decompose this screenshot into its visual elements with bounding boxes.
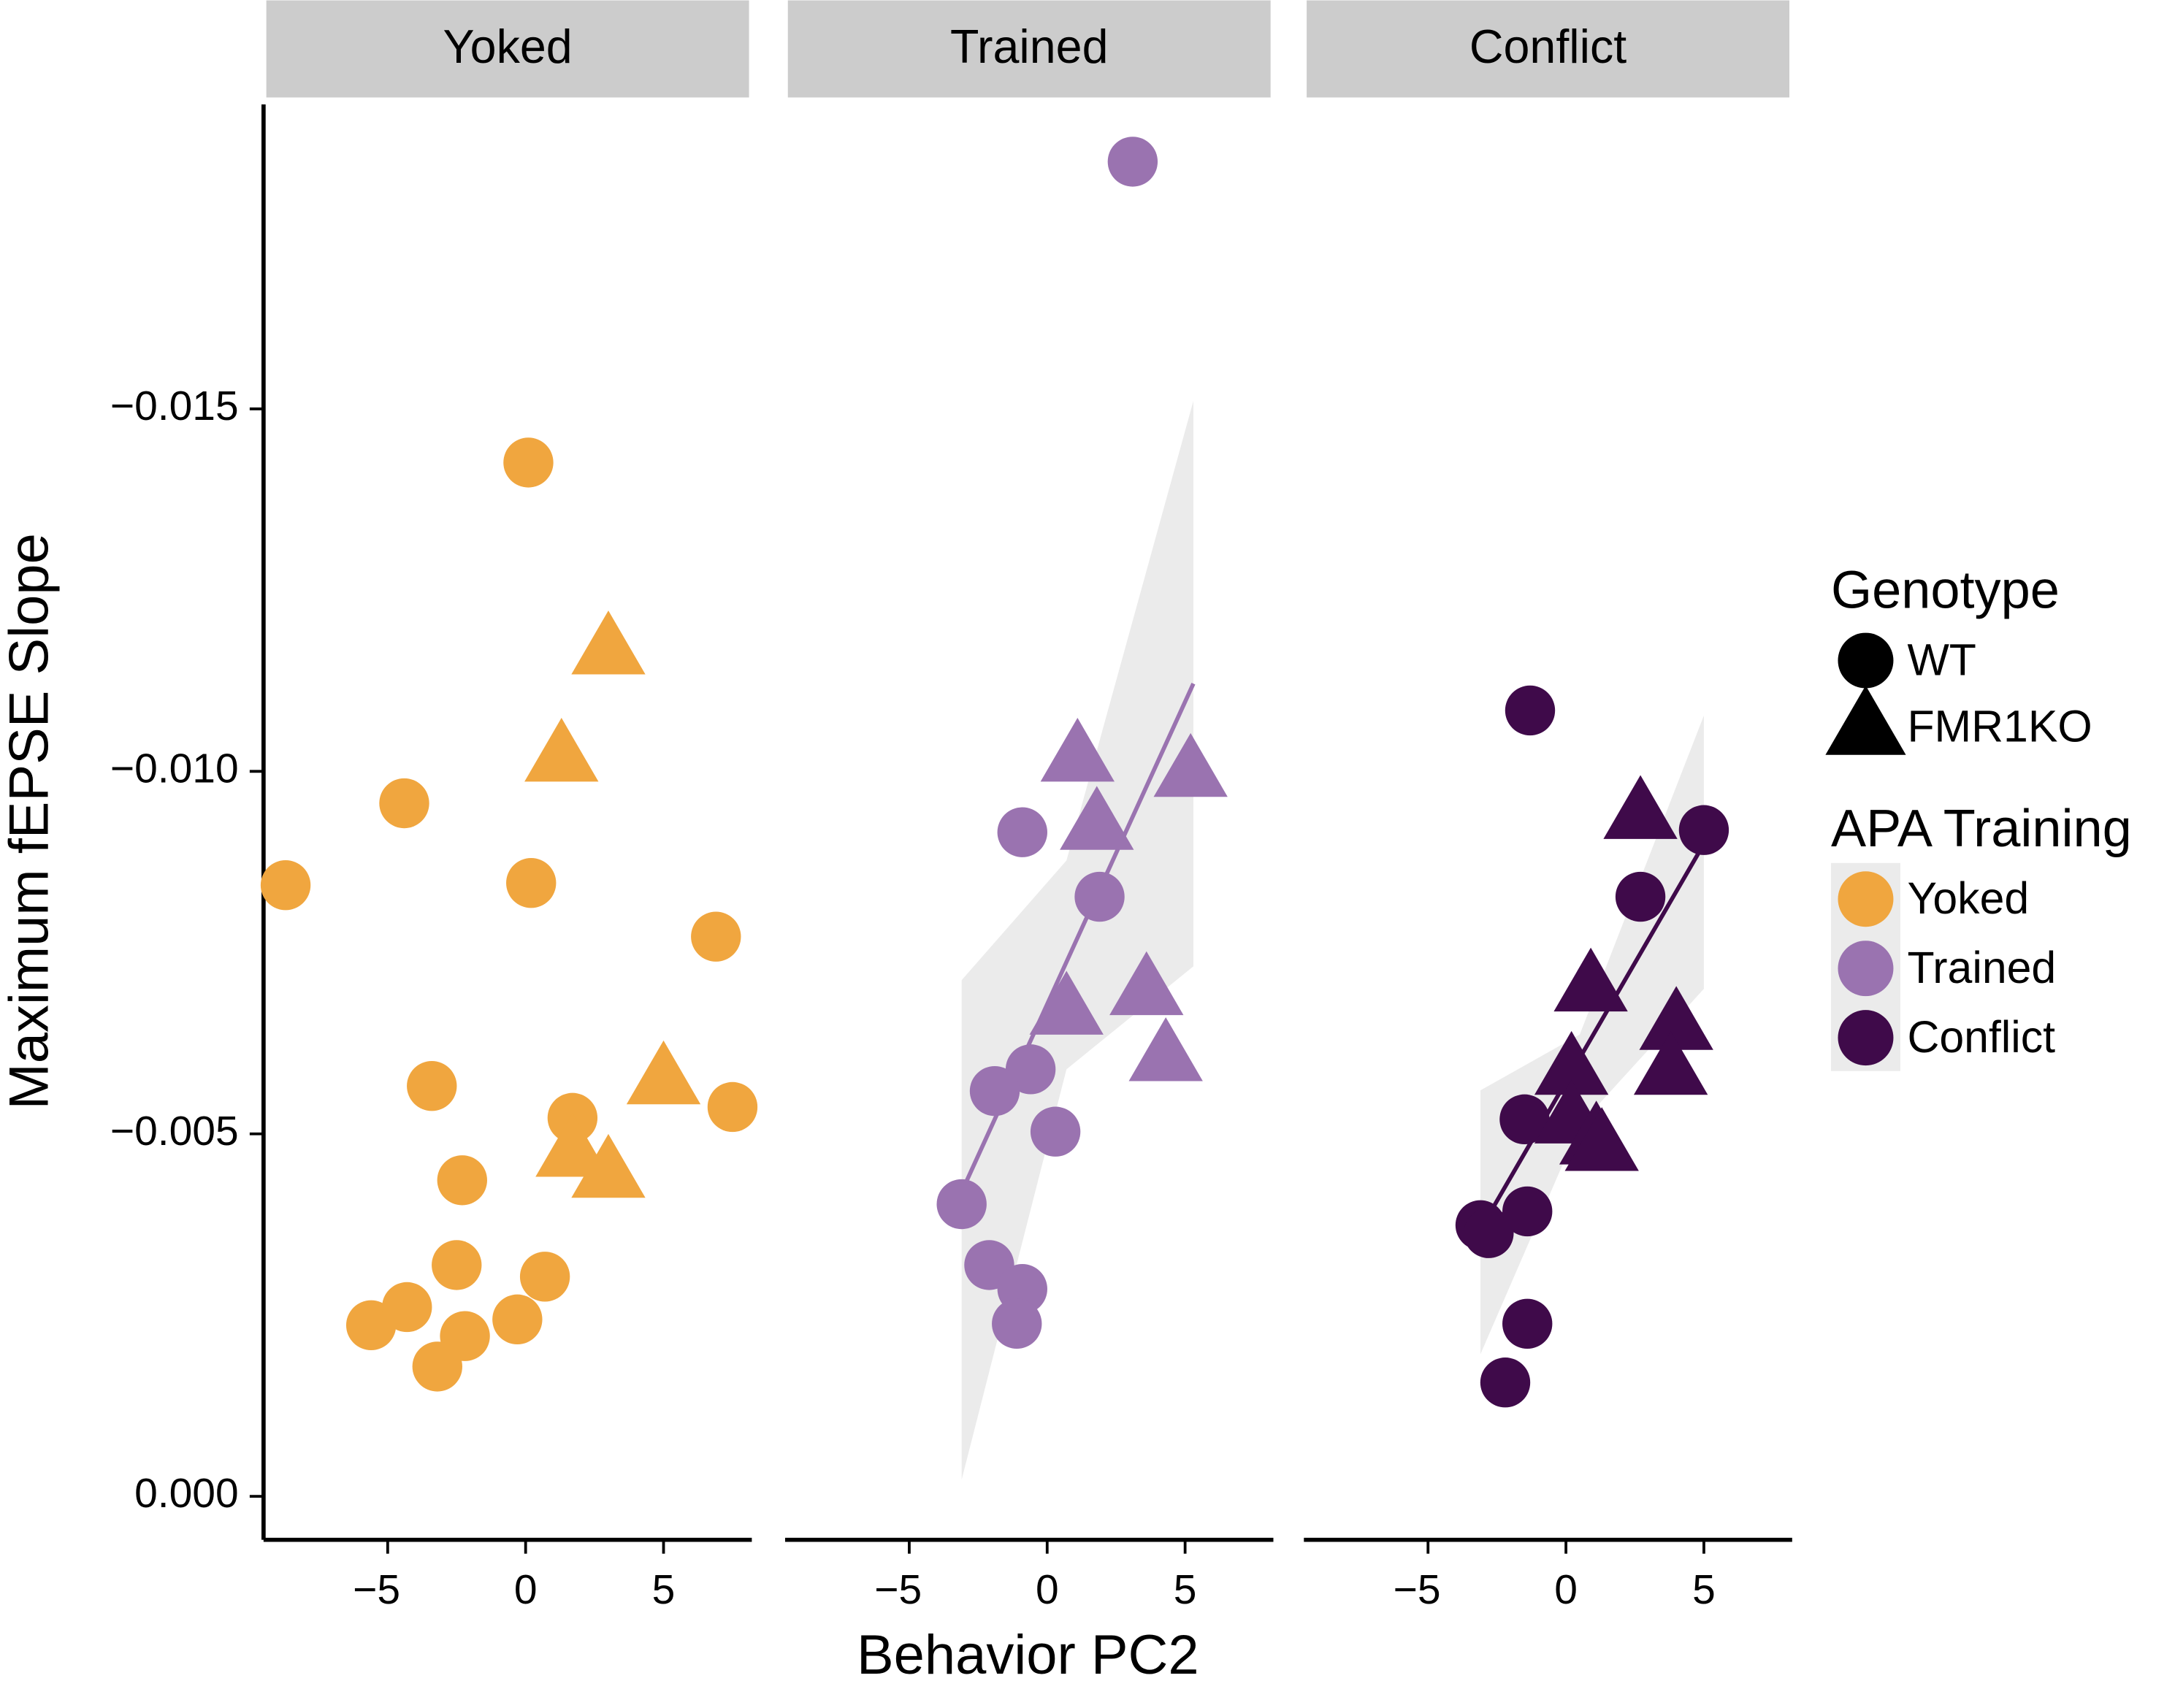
legend-label: FMR1KO xyxy=(1907,702,2092,751)
point xyxy=(691,911,741,962)
x-axis-title: Behavior PC2 xyxy=(857,1624,1199,1686)
point xyxy=(1639,986,1713,1050)
point xyxy=(992,1298,1042,1349)
point xyxy=(1499,1094,1550,1145)
point xyxy=(506,858,557,908)
point xyxy=(1534,1030,1609,1095)
x-tick-label: 5 xyxy=(652,1566,676,1613)
x-tick-label: 0 xyxy=(1036,1566,1059,1613)
point xyxy=(492,1294,543,1345)
point xyxy=(535,1113,610,1177)
legend-symbol xyxy=(1825,685,1906,755)
legend-symbol xyxy=(1838,1010,1894,1066)
y-tick-label: −0.015 xyxy=(110,383,239,429)
point xyxy=(1030,1106,1081,1157)
point xyxy=(1480,1357,1531,1408)
legend-label: Conflict xyxy=(1907,1012,2055,1062)
point xyxy=(1553,947,1628,1012)
y-tick-label: −0.010 xyxy=(110,745,239,792)
x-tick-label: 5 xyxy=(1692,1566,1716,1613)
point xyxy=(1678,805,1729,855)
fit-line xyxy=(1492,843,1706,1207)
point xyxy=(1029,970,1104,1035)
point xyxy=(260,860,311,911)
point xyxy=(437,1155,487,1206)
point xyxy=(1074,871,1125,922)
facet-title: Trained xyxy=(950,20,1109,73)
legend-label: Yoked xyxy=(1907,873,2029,923)
point xyxy=(707,1081,758,1133)
point xyxy=(1128,1017,1203,1081)
point xyxy=(936,1179,987,1230)
point xyxy=(1464,1208,1514,1258)
point xyxy=(1564,1107,1639,1171)
facet-title: Yoked xyxy=(443,20,573,73)
legend-title: APA Training xyxy=(1831,800,2132,858)
point xyxy=(382,1282,432,1333)
point xyxy=(1603,775,1678,839)
x-tick-label: −5 xyxy=(1394,1566,1441,1613)
y-tick-label: −0.005 xyxy=(110,1108,239,1154)
facet-strip xyxy=(266,0,749,98)
x-tick-label: 5 xyxy=(1174,1566,1197,1613)
point xyxy=(626,1040,701,1105)
point xyxy=(407,1061,457,1111)
point xyxy=(524,718,599,782)
point xyxy=(1505,685,1556,736)
point xyxy=(969,1065,1020,1117)
point xyxy=(1107,137,1158,187)
legend-symbol xyxy=(1838,871,1894,927)
point xyxy=(1040,718,1115,782)
point xyxy=(1153,732,1228,797)
legend-label: WT xyxy=(1907,635,1976,684)
y-tick-label: 0.000 xyxy=(134,1470,239,1517)
x-tick-label: 0 xyxy=(514,1566,538,1613)
facet-strip xyxy=(787,0,1271,98)
point xyxy=(1060,786,1134,850)
x-tick-label: −5 xyxy=(874,1566,922,1613)
point xyxy=(432,1240,482,1290)
x-tick-label: −5 xyxy=(353,1566,400,1613)
point xyxy=(379,778,429,829)
point xyxy=(519,1252,570,1302)
facet-strip xyxy=(1307,0,1790,98)
point xyxy=(503,437,554,488)
point xyxy=(1633,1030,1708,1095)
y-axis-title: Maximum fEPSE Slope xyxy=(0,533,61,1109)
point xyxy=(571,1133,646,1198)
facet-title: Conflict xyxy=(1469,20,1627,73)
point xyxy=(1615,871,1666,922)
legend-title: Genotype xyxy=(1831,561,2060,619)
legend-symbol xyxy=(1838,941,1894,997)
point xyxy=(997,807,1047,857)
legend-symbol xyxy=(1838,632,1894,689)
point xyxy=(1502,1186,1553,1237)
point xyxy=(571,610,646,675)
x-tick-label: 0 xyxy=(1554,1566,1578,1613)
legend-label: Trained xyxy=(1907,943,2056,992)
point xyxy=(1502,1298,1553,1349)
point xyxy=(1109,951,1184,1016)
point xyxy=(1005,1044,1056,1095)
point xyxy=(412,1341,462,1392)
